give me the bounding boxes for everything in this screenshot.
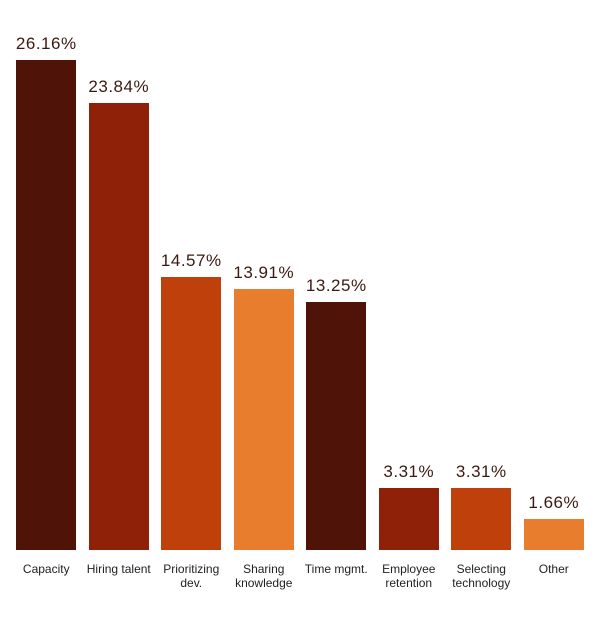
bar-category-label: Other <box>522 562 587 591</box>
bar-rect <box>379 488 439 550</box>
bar-rect <box>306 302 366 550</box>
bar-value-label: 26.16% <box>16 34 77 54</box>
bar-value-label: 14.57% <box>161 251 222 271</box>
bar-rect <box>89 103 149 550</box>
bar-category-label: Selecting technology <box>449 562 514 591</box>
bar-category-label: Capacity <box>14 562 79 591</box>
bar-value-label: 23.84% <box>88 77 149 97</box>
bar-slot: 13.91% <box>232 30 297 550</box>
bar-category-label: Sharing knowledge <box>232 562 297 591</box>
bar-category-label: Time mgmt. <box>304 562 369 591</box>
bar-slot: 3.31% <box>449 30 514 550</box>
bar-category-label: Employee retention <box>377 562 442 591</box>
bar-rect <box>16 60 76 550</box>
bar-chart: 26.16% 23.84% 14.57% 13.91% 13.25% 3.31% <box>0 0 613 632</box>
bar-slot: 26.16% <box>14 30 79 550</box>
bar-value-label: 13.91% <box>233 263 294 283</box>
bar-slot: 13.25% <box>304 30 369 550</box>
bar-value-label: 3.31% <box>456 462 507 482</box>
bar-slot: 3.31% <box>377 30 442 550</box>
bar-rect <box>451 488 511 550</box>
bar-slot: 14.57% <box>159 30 224 550</box>
bar-value-label: 3.31% <box>383 462 434 482</box>
bar-rect <box>161 277 221 550</box>
bar-category-label: Prioritizing dev. <box>159 562 224 591</box>
bar-rect <box>524 519 584 550</box>
bar-slot: 23.84% <box>87 30 152 550</box>
bar-value-label: 13.25% <box>306 276 367 296</box>
plot-area: 26.16% 23.84% 14.57% 13.91% 13.25% 3.31% <box>10 30 590 550</box>
x-axis-labels: Capacity Hiring talent Prioritizing dev.… <box>10 562 590 591</box>
bar-value-label: 1.66% <box>528 493 579 513</box>
bar-slot: 1.66% <box>522 30 587 550</box>
bar-category-label: Hiring talent <box>87 562 152 591</box>
bar-rect <box>234 289 294 550</box>
